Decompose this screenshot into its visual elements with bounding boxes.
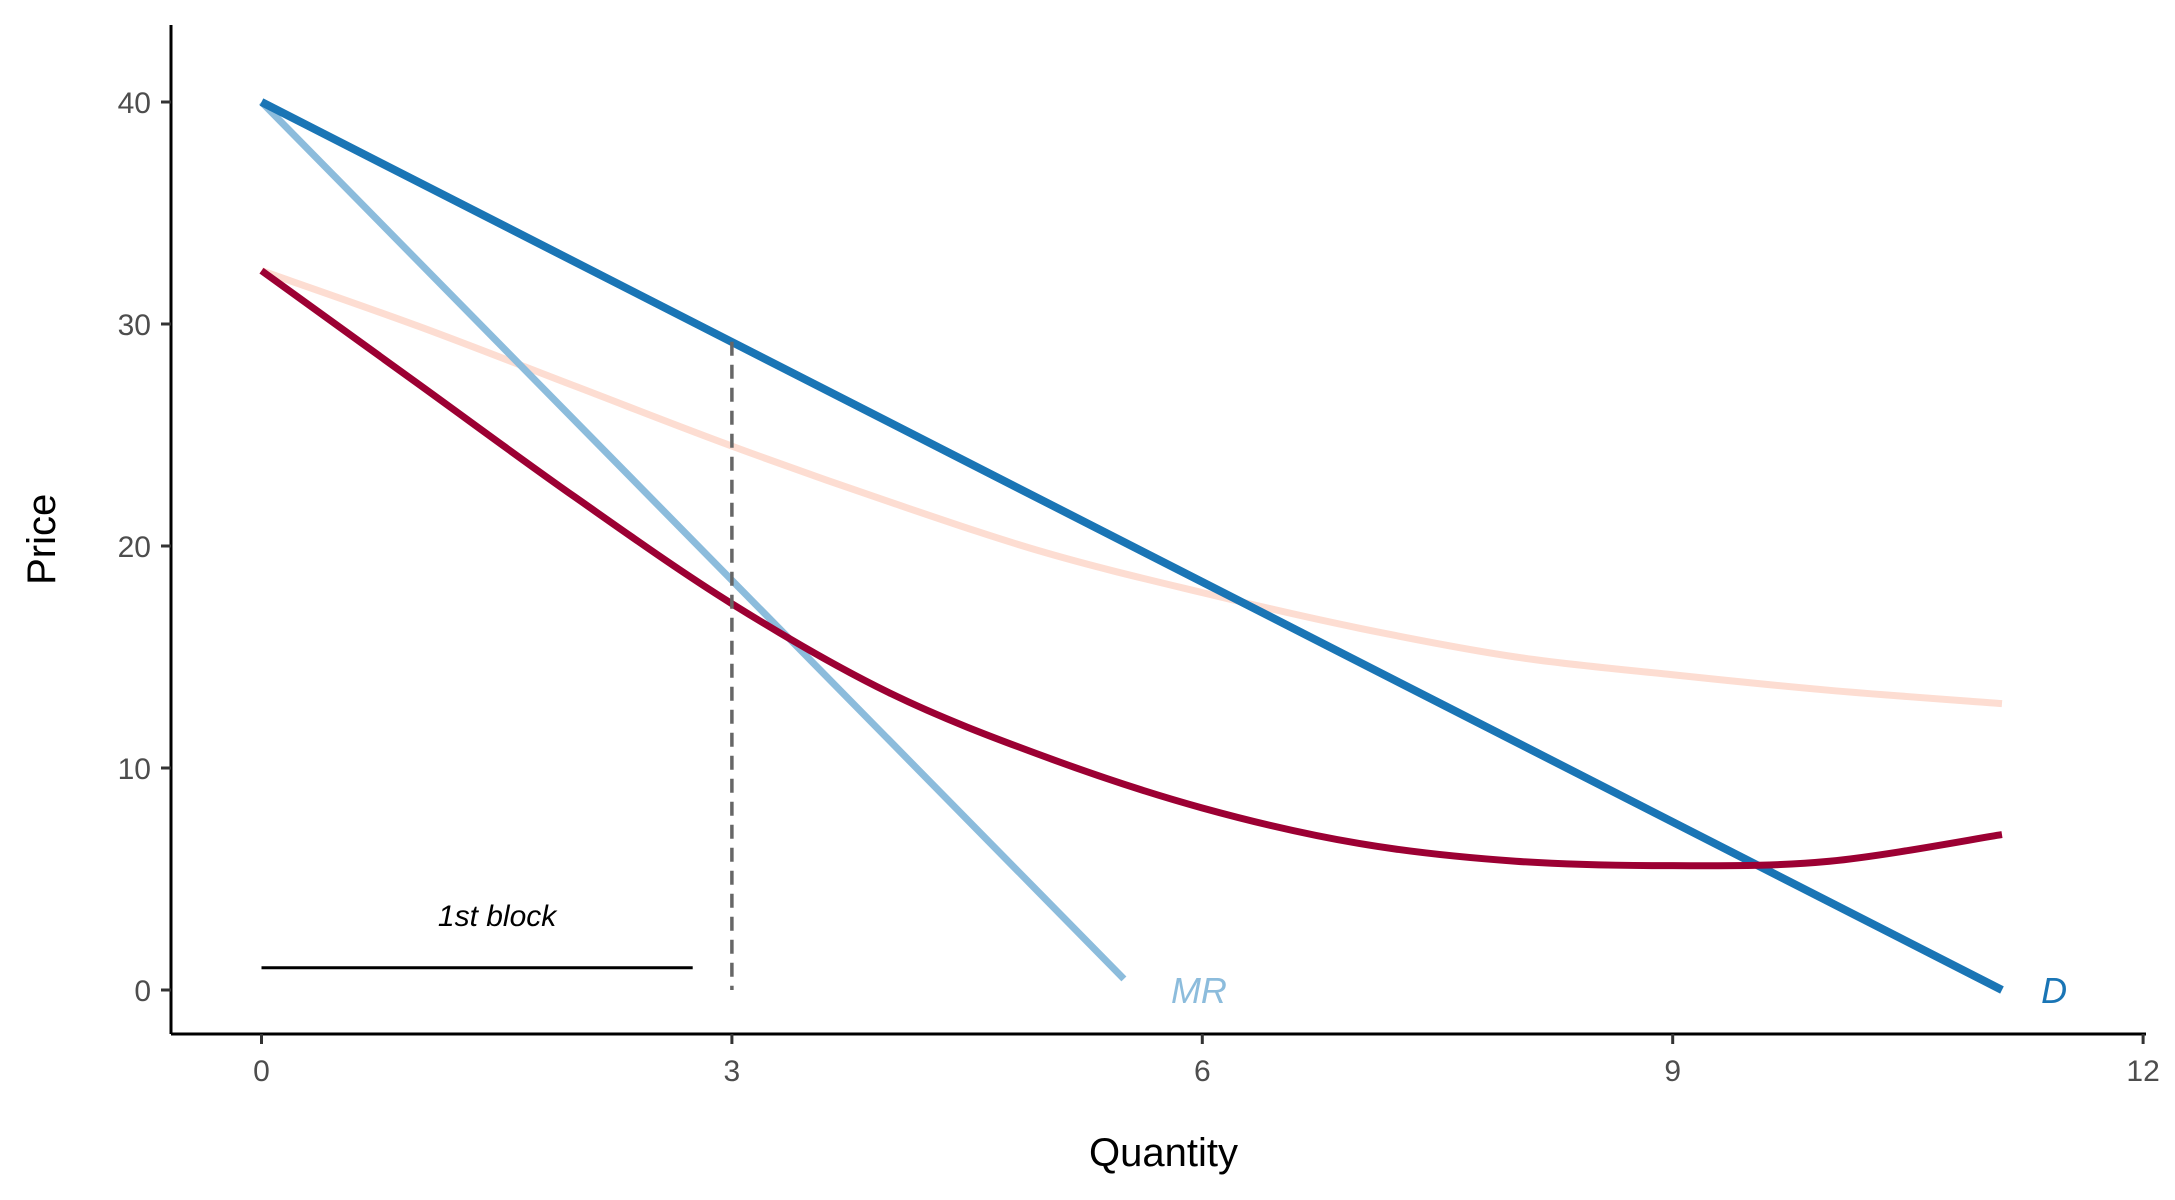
y-tick-label: 10 bbox=[118, 753, 151, 786]
x-tick-label: 0 bbox=[253, 1055, 270, 1088]
x-tick-label: 9 bbox=[1664, 1055, 1681, 1088]
light-cost-curve bbox=[260, 267, 2003, 708]
marginal-revenue-line bbox=[259, 99, 1127, 982]
mr-label: MR bbox=[1171, 970, 1227, 1011]
x-tick-label: 12 bbox=[2126, 1055, 2159, 1088]
tick-labels: 0 3 6 9 12 0 10 20 30 40 bbox=[118, 87, 2160, 1088]
y-axis-title: Price bbox=[20, 494, 64, 585]
y-tick-label: 40 bbox=[118, 87, 151, 120]
block-label: 1st block bbox=[438, 900, 558, 933]
x-tick-label: 6 bbox=[1194, 1055, 1211, 1088]
y-tick-label: 0 bbox=[134, 975, 151, 1008]
axes bbox=[161, 25, 2146, 1044]
chart-marks bbox=[259, 98, 2004, 994]
y-tick-label: 30 bbox=[118, 309, 151, 342]
d-label: D bbox=[2041, 970, 2067, 1011]
y-tick-label: 20 bbox=[118, 531, 151, 564]
x-tick-label: 3 bbox=[724, 1055, 741, 1088]
x-axis-title: Quantity bbox=[1089, 1131, 1238, 1175]
demand-line bbox=[259, 98, 2004, 994]
dark-cost-curve bbox=[259, 267, 2003, 870]
annotations: 1st block MR D bbox=[261, 341, 2067, 1011]
